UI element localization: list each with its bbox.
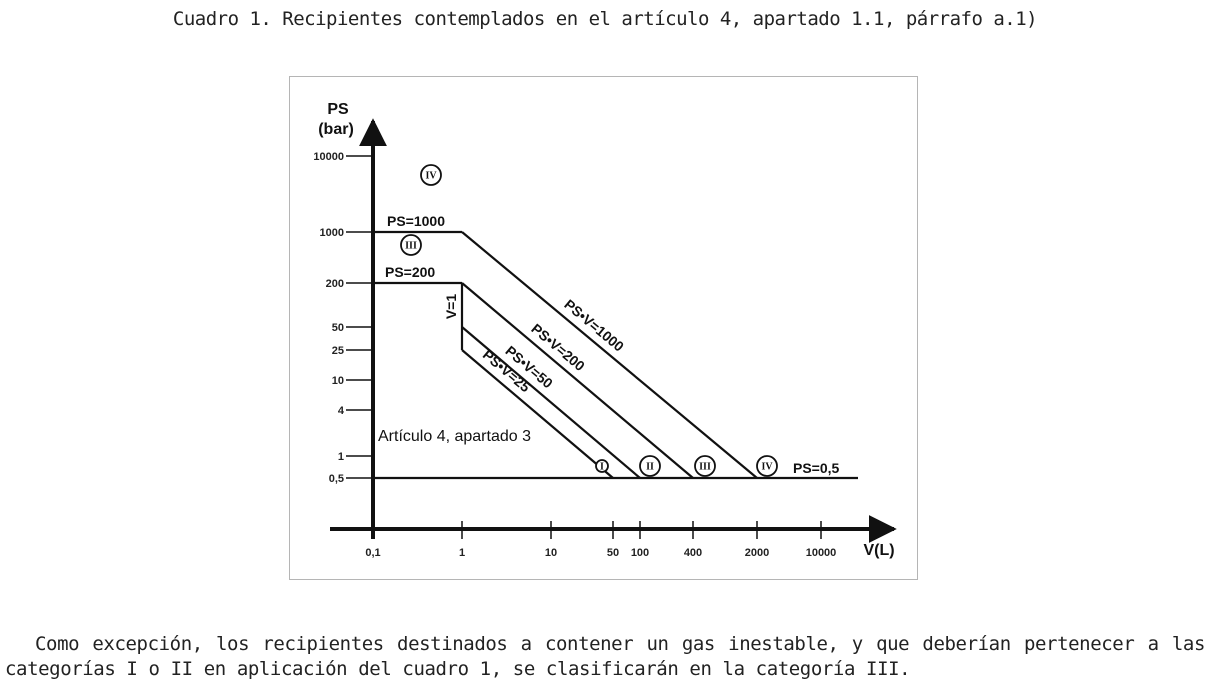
category-ring: [595, 459, 609, 473]
x-tick-label: 50: [607, 547, 619, 559]
category-circle: III: [694, 455, 716, 477]
y-tick-label: 25: [332, 345, 344, 357]
category-ring: [420, 164, 442, 186]
category-circle: IV: [420, 164, 442, 186]
category-label: III: [405, 241, 417, 252]
boundary-label: PS•V=1000: [561, 296, 627, 355]
category-label: I: [600, 462, 604, 473]
y-tick-label: 10000: [313, 151, 344, 163]
pressure-volume-chart: PS (bar) V(L) 10000 1000 200 50 25 10 4 1 0,5 0,…: [289, 76, 918, 580]
category-ring: [400, 234, 422, 256]
category-circle: III: [400, 234, 422, 256]
region-label: Artículo 4, apartado 3: [378, 428, 531, 445]
category-circle: I: [595, 459, 609, 473]
category-ring: [694, 455, 716, 477]
y-tick-label: 0,5: [329, 473, 344, 485]
x-tick-label: 10000: [806, 547, 837, 559]
y-tick-label: 50: [332, 322, 344, 334]
boundary-label: PS=0,5: [793, 460, 840, 476]
category-ring: [756, 455, 778, 477]
y-tick-label: 1: [338, 451, 344, 463]
category-circle: IV: [756, 455, 778, 477]
category-label: IV: [761, 462, 773, 473]
exception-paragraph: Como excepción, los recipientes destinad…: [5, 633, 1205, 680]
y-axis-title-line2: (bar): [318, 121, 354, 138]
y-tick-label: 10: [332, 375, 344, 387]
boundary-label: PS=200: [385, 264, 435, 280]
category-label: IV: [425, 171, 437, 182]
category-circle: II: [639, 455, 661, 477]
x-tick-label: 400: [684, 547, 702, 559]
category-ring: [639, 455, 661, 477]
table-caption: Cuadro 1. Recipientes contemplados en el…: [172, 8, 1038, 30]
category-label: II: [646, 462, 654, 473]
x-axis-title: V(L): [863, 542, 894, 559]
x-tick-label: 1: [459, 547, 465, 559]
boundary-line: [461, 349, 614, 479]
y-axis-title-line1: PS: [327, 101, 349, 118]
chart-svg: PS (bar) V(L) 10000 1000 200 50 25 10 4 1 0,5 0,…: [313, 101, 897, 559]
x-tick-label: 0,1: [365, 547, 380, 559]
y-tick-label: 4: [338, 405, 345, 417]
boundary-line: [461, 326, 641, 479]
x-tick-label: 100: [631, 547, 649, 559]
boundary-label: V=1: [443, 294, 459, 320]
x-tick-label: 2000: [745, 547, 769, 559]
boundary-line: [461, 231, 758, 479]
boundary-label: PS=1000: [387, 213, 445, 229]
y-tick-label: 200: [326, 278, 344, 290]
category-label: III: [699, 462, 711, 473]
x-tick-label: 10: [545, 547, 557, 559]
boundary-line: [461, 282, 694, 479]
y-tick-label: 1000: [320, 227, 344, 239]
